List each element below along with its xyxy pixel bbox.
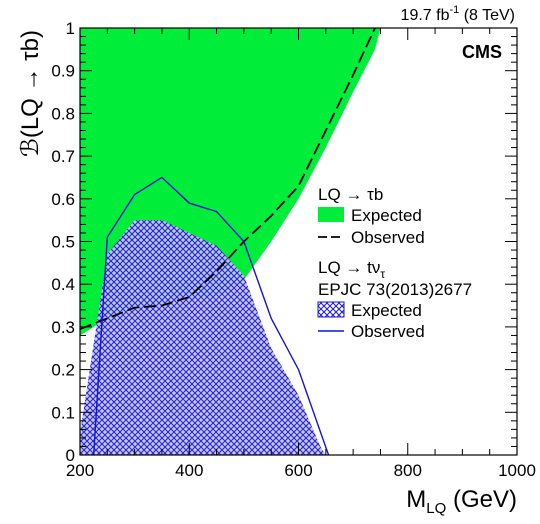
y-tick-label: 0.9 [51,62,75,81]
legend-label-tau-b-expected: Expected [351,206,422,225]
y-tick-label: 0.7 [51,147,75,166]
y-tick-label: 0.1 [51,403,75,422]
legend: LQ → τb Expected Observed LQ → tντ EPJC … [317,185,472,341]
x-tick-label: 400 [175,461,203,480]
y-tick-label: 0.6 [51,190,75,209]
y-tick-label: 0 [66,446,75,465]
y-axis-title: ℬ(LQ → τb) [17,30,44,157]
legend-swatch-tau-b-expected [318,207,344,222]
axis-ticks: 200 400 600 800 1000 0 0.1 0.2 0.3 0.4 0.5 0.6 0.7 0.… [51,19,536,480]
t-nu-expected-region [80,220,326,455]
x-tick-label: 1000 [498,461,536,480]
y-tick-label: 0.2 [51,361,75,380]
y-tick-label: 0.5 [51,233,75,252]
experiment-label: CMS [462,42,502,62]
legend-label-tau-b-observed: Observed [351,228,425,247]
t-nu-expected-tint [80,220,326,455]
t-nu-observed-line [92,176,330,455]
luminosity-label: 19.7 fb-1 (8 TeV) [401,4,515,24]
legend-label-t-nu-observed: Observed [351,322,425,341]
y-tick-label: 0.3 [51,318,75,337]
x-tick-label: 200 [66,461,94,480]
x-axis-title: MLQ (GeV) [406,486,517,517]
legend-title-tau-b: LQ → τb [318,185,383,204]
y-tick-label: 0.8 [51,104,75,123]
tau-b-observed-line [80,28,376,330]
x-tick-label: 800 [394,461,422,480]
y-tick-label: 0.4 [51,275,75,294]
legend-title-t-nu: LQ → tντ [318,258,385,281]
y-tick-label: 1 [66,19,75,38]
legend-swatch-t-nu-expected [317,301,345,318]
legend-reference: EPJC 73(2013)2677 [318,280,472,299]
plot-area [80,28,381,455]
legend-label-t-nu-expected: Expected [351,301,422,320]
x-tick-label: 600 [284,461,312,480]
